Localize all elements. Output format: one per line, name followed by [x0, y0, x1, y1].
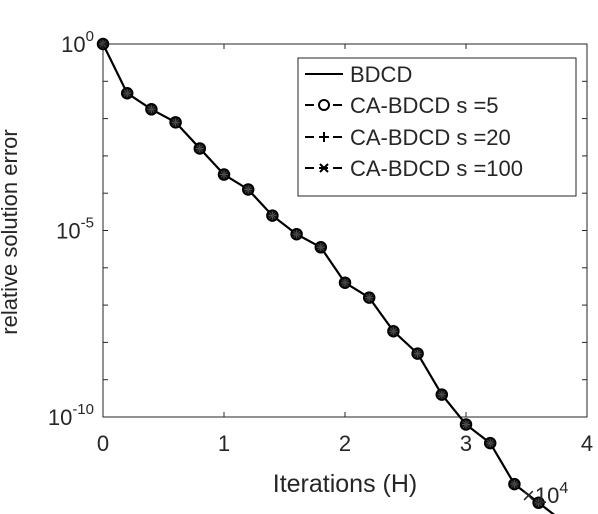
legend-label: CA-BDCD s =5	[350, 93, 499, 118]
data-point	[193, 142, 207, 155]
data-point	[508, 477, 521, 491]
data-point	[435, 388, 449, 401]
x-multiplier-exp: 4	[559, 480, 568, 497]
x-multiplier-base: ×10	[522, 483, 559, 508]
data-point	[241, 183, 255, 196]
data-point	[338, 276, 352, 289]
data-point	[532, 496, 545, 510]
data-point	[411, 347, 424, 360]
legend-item-bdcd: BDCD	[305, 62, 412, 87]
x-axis-label: Iterations (H)	[273, 470, 417, 498]
legend-item-ca-bdcd-s-100: CA-BDCD s =100	[305, 156, 523, 181]
x-tick-label: 4	[581, 431, 593, 456]
legend-items: BDCD CA-BDCD s =5 CA-BDCD s =20 CA-BDCD s =…	[305, 62, 523, 181]
data-point	[459, 418, 473, 431]
data-point	[266, 209, 279, 222]
y-axis: 100 10-5 10-10	[48, 28, 587, 430]
circle-marker-icon	[318, 99, 330, 111]
data-point	[169, 116, 182, 129]
data-point	[120, 86, 134, 100]
x-tick-label: 2	[339, 431, 351, 456]
series-markers	[96, 37, 545, 510]
data-point	[217, 168, 231, 181]
x-marker-icon	[319, 163, 329, 173]
y-tick-label: 10-5	[56, 215, 94, 244]
legend-label: CA-BDCD s =20	[350, 125, 511, 150]
legend-box	[297, 57, 577, 197]
x-multiplier: ×104	[522, 480, 568, 508]
legend-item-ca-bdcd-s-20: CA-BDCD s =20	[305, 125, 511, 150]
data-point	[387, 324, 400, 338]
y-axis-label: relative solution error	[0, 129, 22, 334]
legend-label: CA-BDCD s =100	[350, 156, 523, 181]
x-axis: 0 1 2 3 4	[97, 44, 593, 456]
data-point	[362, 291, 376, 304]
legend-label: BDCD	[350, 62, 412, 87]
data-point	[290, 227, 303, 241]
plus-marker-icon	[319, 132, 329, 142]
data-point	[314, 241, 328, 254]
data-point	[483, 436, 497, 450]
legend: BDCD CA-BDCD s =5 CA-BDCD s =20 CA-BDCD s =…	[297, 57, 577, 197]
x-tick-label: 3	[460, 431, 472, 456]
y-tick-label: 10-10	[48, 401, 94, 430]
legend-item-ca-bdcd-s-5: CA-BDCD s =5	[305, 93, 499, 118]
x-tick-label: 1	[218, 431, 230, 456]
x-tick-label: 0	[97, 431, 109, 456]
y-tick-label: 100	[61, 28, 94, 57]
data-point	[145, 103, 158, 116]
